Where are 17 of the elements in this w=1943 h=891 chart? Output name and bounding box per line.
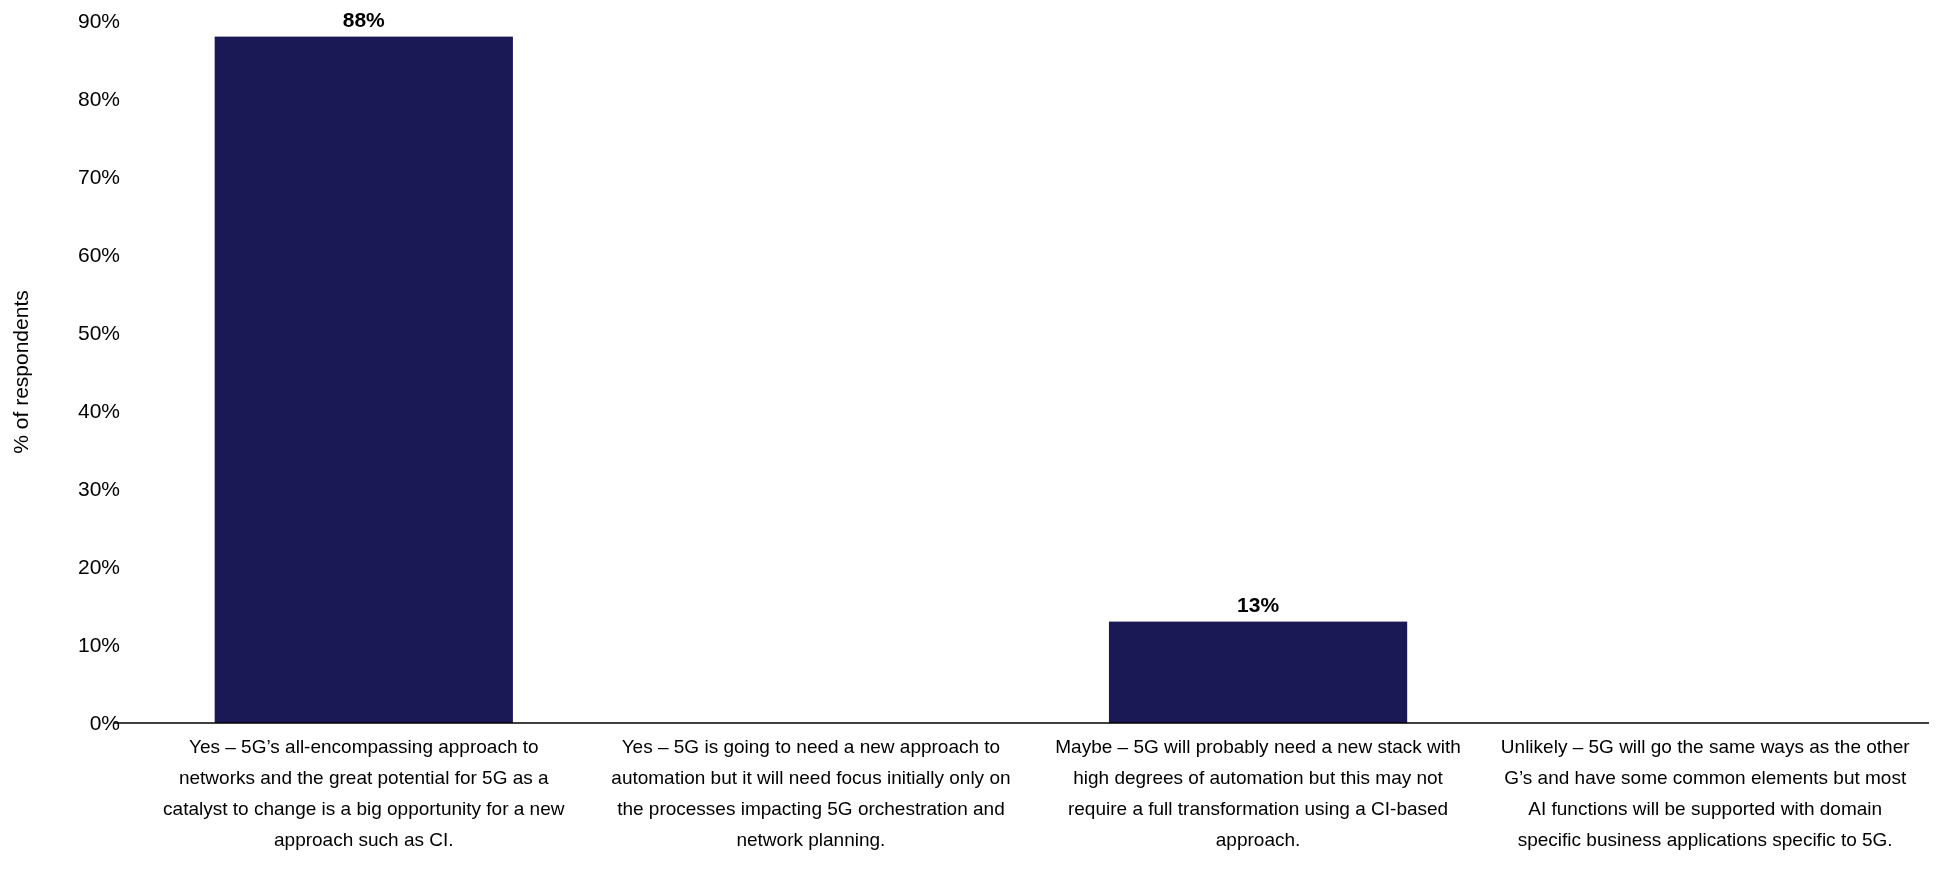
x-tick-label: Unlikely – 5G will go the same ways as the other G’s and have some common elements but most AI functions will be supported with domain specific business applications specific to 5G. (1500, 736, 1911, 850)
y-tick-label: 60% (77, 243, 120, 267)
y-tick-label: 70% (77, 165, 120, 189)
y-tick-label: 20% (77, 555, 120, 579)
y-tick-label: 40% (77, 399, 120, 423)
y-tick-label: 30% (77, 477, 120, 501)
y-tick-label: 80% (77, 87, 120, 111)
y-tick-label: 10% (77, 633, 120, 657)
y-tick-label: 0% (89, 711, 120, 735)
x-tick-label: Yes – 5G’s all-encompassing approach to networks and the great potential for 5G as a catalyst to change is a big opportunity for a new approach such as CI. (163, 736, 565, 850)
y-tick-label: 50% (77, 321, 120, 345)
x-tick-label: Yes – 5G is going to need a new approach to automation but it will need focus initially only on the processes impacting 5G orchestration and network planning. (611, 736, 1011, 850)
x-tick-label: Maybe – 5G will probably need a new stack with high degrees of automation but this may not require a full transformation using a CI-based approach. (1055, 736, 1461, 850)
y-tick-label: 90% (77, 9, 120, 33)
y-axis-title: % of respondents (9, 290, 32, 454)
data-label: 88% (342, 7, 386, 31)
data-label: 13% (1237, 592, 1280, 616)
